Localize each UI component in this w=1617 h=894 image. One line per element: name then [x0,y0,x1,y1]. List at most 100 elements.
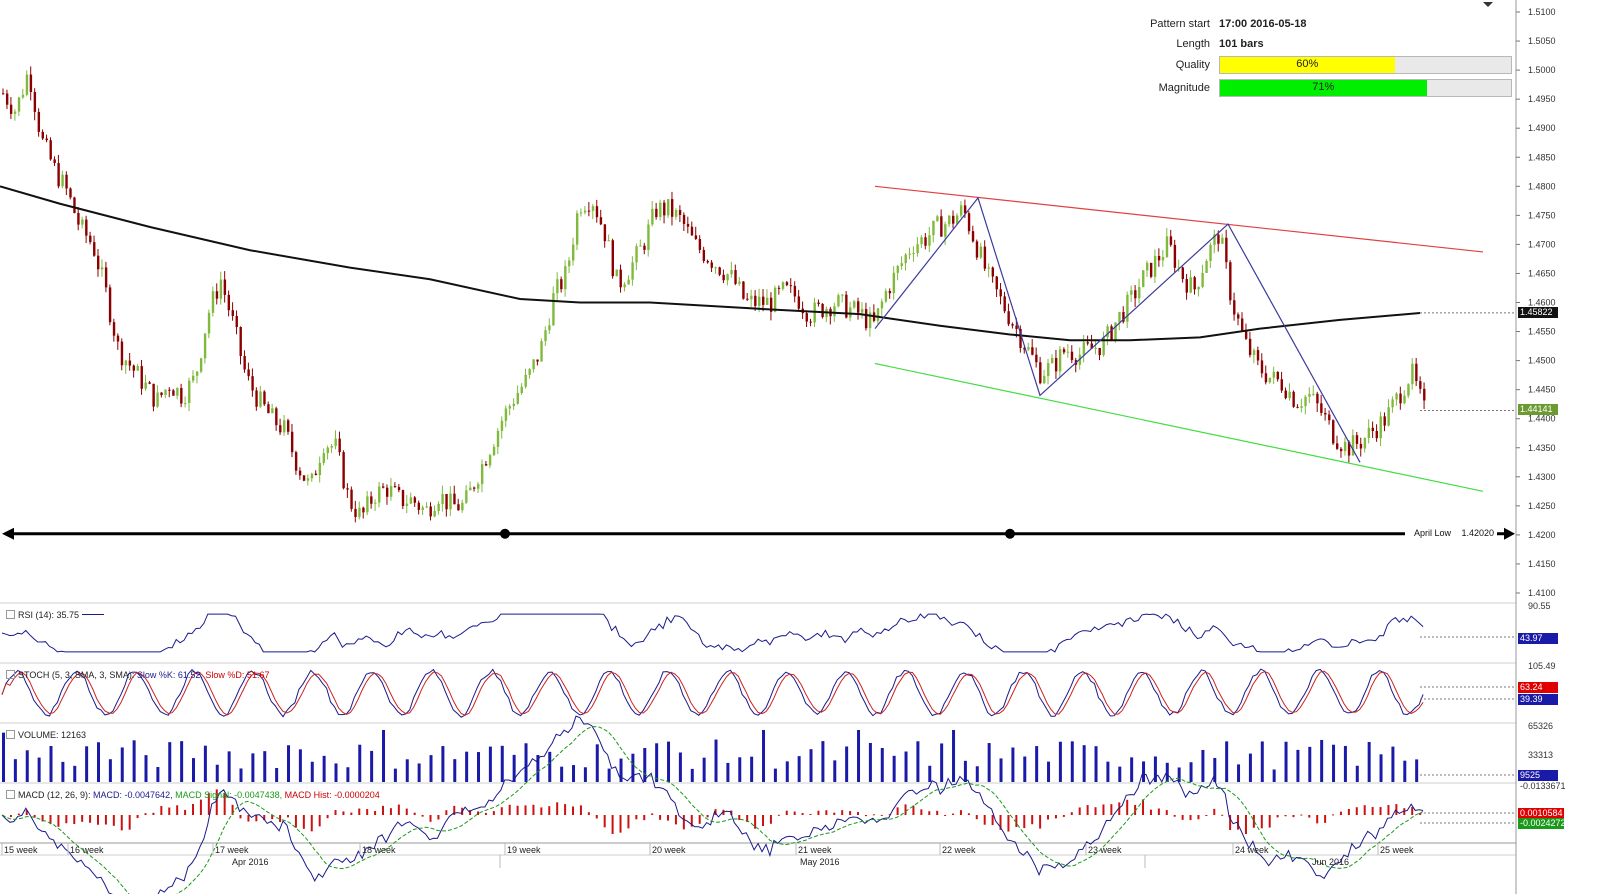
macd-hist-bar [207,793,210,815]
candle-body [449,493,452,510]
candle-body [287,420,290,432]
candle-body [1019,328,1022,348]
candle-body [389,486,393,497]
candle-body [1082,342,1086,355]
price-tick-label: 1.4150 [1528,559,1556,569]
candle-body [1054,357,1058,372]
macd-hist-bar [754,815,757,829]
volume-bar [726,762,730,782]
macd-hist-bar [730,810,733,815]
candle-body [583,210,587,213]
macd-hist-bar [389,808,392,815]
volume-bar [120,747,124,782]
candle-body [290,431,294,453]
close-icon[interactable] [6,730,15,739]
close-icon[interactable] [6,790,15,799]
macd-hist-bar [41,815,44,822]
candle-body [1142,270,1145,288]
candle-body [758,296,761,306]
volume-bar [263,751,267,782]
volume-bar [97,742,101,782]
candle-body [85,219,88,236]
chevron-down-icon[interactable] [1483,2,1493,7]
macd-hist-bar [928,811,931,815]
candle-body [639,245,642,247]
candle-body [1391,399,1394,408]
volume-bar [144,755,148,782]
candle-body [726,274,729,281]
macd-hist-bar [33,815,36,818]
close-icon[interactable] [6,670,15,679]
macd-hist-bar [239,815,242,819]
volume-bar [631,753,635,782]
macd-hist-bar [176,805,179,815]
close-icon[interactable] [6,610,15,619]
candle-body [635,246,638,263]
candle-body [1213,234,1216,245]
candle-body [738,281,741,284]
candle-body [1070,351,1074,361]
macd-hist-bar [1070,812,1073,815]
volume-bar [773,768,777,782]
volume-bar [156,767,160,782]
week-label: 20 week [652,845,686,855]
macd-hist-bar [287,815,290,818]
candle-body [429,506,432,517]
candle-body [492,446,496,456]
volume-bar [868,742,872,782]
candle-body [1407,384,1410,396]
candle-body [845,294,848,318]
volume-bar [108,759,112,782]
macd-hist-bar [247,815,250,822]
candle-body [1264,373,1268,383]
candle-body [896,266,900,273]
candle-body [1165,236,1169,258]
volume-bar [1153,756,1157,782]
volume-bar [940,743,944,782]
support-marker [500,528,510,539]
macd-hist-bar [1252,815,1255,828]
macd-hist-bar [397,804,400,815]
candle-body [298,470,302,476]
volume-bar [405,759,409,782]
volume-bar [417,763,421,782]
candle-body [120,341,124,366]
price-tick-label: 1.4800 [1528,181,1556,191]
volume-bar [595,744,599,782]
volume-bar [512,754,516,782]
candle-body [267,404,270,414]
macd-hist-bar [762,815,765,827]
volume-bar [952,730,956,782]
volume-bar [607,768,611,782]
candle-body [433,510,436,517]
macd-hist-bar [81,815,84,822]
candle-body [959,205,963,216]
macd-hist-bar [1419,812,1422,815]
macd-hist-bar [366,809,369,815]
arrow-left-icon [2,527,14,540]
volume-bar [1379,754,1383,782]
macd-hist-bar [500,807,503,815]
candle-body [366,496,369,513]
candle-body [124,360,128,366]
candle-body [1300,406,1303,408]
candle-body [73,197,76,213]
april-low-text: April Low [1414,528,1452,538]
quality-bar: 60% [1219,56,1512,74]
support-marker [1005,528,1015,539]
candle-body [152,383,155,407]
volume-bar [1391,746,1395,782]
macd-hist-bar [769,815,772,824]
rsi-title: RSI (14): 35.75 [6,610,105,620]
volume-bar [1094,746,1098,782]
candle-body [203,333,207,359]
candle-body [310,473,314,479]
macd-hist-bar [920,809,923,815]
macd-hist-bar [1292,815,1295,818]
candle-body [1237,314,1240,319]
candle-body [140,366,143,389]
macd-hist-bar [1086,805,1089,815]
volume-scale-mid: 33313 [1528,750,1554,760]
macd-hist-bar [421,815,424,817]
